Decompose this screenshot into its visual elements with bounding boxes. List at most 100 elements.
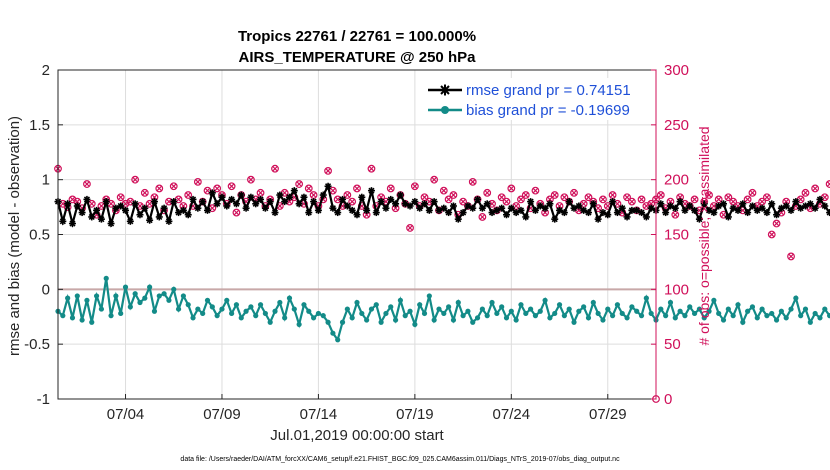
bias-point xyxy=(735,302,741,308)
obs-count-point xyxy=(541,208,549,217)
bias-point xyxy=(802,306,809,312)
rmse-point xyxy=(773,211,781,219)
obs-count-point xyxy=(275,202,284,210)
bias-point xyxy=(412,321,418,328)
bias-point xyxy=(421,310,428,317)
rmse-point xyxy=(136,211,144,219)
rmse-point xyxy=(228,195,236,203)
rmse-point xyxy=(126,217,134,225)
obs-count-point xyxy=(386,184,395,193)
bias-point xyxy=(696,306,703,312)
bias-point xyxy=(716,310,722,317)
rmse-point xyxy=(194,204,202,212)
obs-count-point xyxy=(343,191,352,199)
bias-point xyxy=(528,306,534,312)
rmse-point xyxy=(343,202,351,210)
bias-point xyxy=(691,310,698,317)
bias-point xyxy=(441,310,447,317)
rmse-point xyxy=(406,202,414,210)
bias-point xyxy=(364,317,370,323)
rmse-point xyxy=(806,200,814,208)
bias-point xyxy=(571,319,577,325)
bias-point xyxy=(127,304,133,310)
bias-point xyxy=(499,304,505,310)
rmse-point xyxy=(787,206,795,214)
bias-point xyxy=(600,317,606,323)
obs-count-point xyxy=(599,195,607,204)
obs-count-point xyxy=(497,193,506,202)
y-tick-label: 1 xyxy=(42,172,50,189)
bias-point xyxy=(286,295,293,301)
obs-count-point xyxy=(483,188,492,197)
bias-point xyxy=(301,302,307,308)
rmse-point xyxy=(189,195,197,203)
rmse-point xyxy=(64,200,72,208)
bias-point xyxy=(113,293,119,299)
obs-count-point xyxy=(459,197,467,206)
x-tick-label: 07/24 xyxy=(493,406,531,423)
rmse-point xyxy=(271,209,279,217)
bias-point xyxy=(624,315,630,321)
bias-point xyxy=(460,313,466,319)
bias-point xyxy=(730,313,736,319)
rmse-point xyxy=(546,200,554,208)
bias-point xyxy=(132,291,138,297)
bias-point xyxy=(195,306,201,312)
bias-point xyxy=(494,310,500,317)
bias-point xyxy=(547,315,553,321)
bias-point xyxy=(648,310,654,317)
rmse-point xyxy=(748,202,756,210)
bias-point xyxy=(79,317,85,323)
obs-count-point xyxy=(348,197,357,206)
bias-point xyxy=(609,313,616,319)
rmse-point xyxy=(425,206,433,214)
bias-point xyxy=(672,315,678,321)
rmse-point xyxy=(739,200,747,208)
obs-count-point xyxy=(131,175,140,184)
rmse-point xyxy=(73,202,81,210)
rmse-point xyxy=(377,198,385,206)
rmse-point xyxy=(199,198,207,206)
rmse-point xyxy=(671,204,679,212)
bias-point xyxy=(576,308,582,314)
bias-point xyxy=(798,313,804,319)
y-axis-label: rmse and bias (model - observation) xyxy=(6,116,23,356)
obs-count-point xyxy=(179,202,188,210)
rmse-point xyxy=(454,215,462,223)
bias-point xyxy=(489,299,495,306)
bias-point xyxy=(277,299,283,306)
obs-count-point xyxy=(256,188,265,197)
rmse-point xyxy=(411,198,419,206)
rmse-point xyxy=(821,202,829,210)
rmse-point xyxy=(170,198,178,206)
bias-point xyxy=(137,299,143,306)
bias-point xyxy=(711,297,717,303)
rmse-point xyxy=(430,198,438,206)
rmse-point xyxy=(247,193,255,201)
obs-count-point xyxy=(309,191,318,199)
rmse-point xyxy=(358,193,366,201)
obs-count-point xyxy=(324,166,332,175)
obs-count-point xyxy=(213,184,222,193)
bias-point xyxy=(171,286,177,292)
bias-point xyxy=(503,315,510,321)
rmse-point xyxy=(527,198,535,206)
bias-point xyxy=(542,297,548,303)
obs-count-point xyxy=(521,191,530,199)
obs-count-point xyxy=(502,197,511,206)
bias-point xyxy=(185,302,191,308)
obs-count-point xyxy=(353,184,361,193)
bias-point xyxy=(190,315,196,321)
bias-point xyxy=(701,315,707,321)
bias-point xyxy=(339,319,346,325)
bias-point xyxy=(518,302,524,308)
rmse-point xyxy=(305,209,313,217)
obs-count-point xyxy=(155,184,164,193)
rmse-point xyxy=(83,195,91,203)
rmse-point xyxy=(584,209,592,217)
y2-axis-ticks: 0 50 100 150 200 250 300 xyxy=(651,62,689,408)
obs-count-point xyxy=(444,195,453,204)
rmse-point xyxy=(213,200,221,208)
